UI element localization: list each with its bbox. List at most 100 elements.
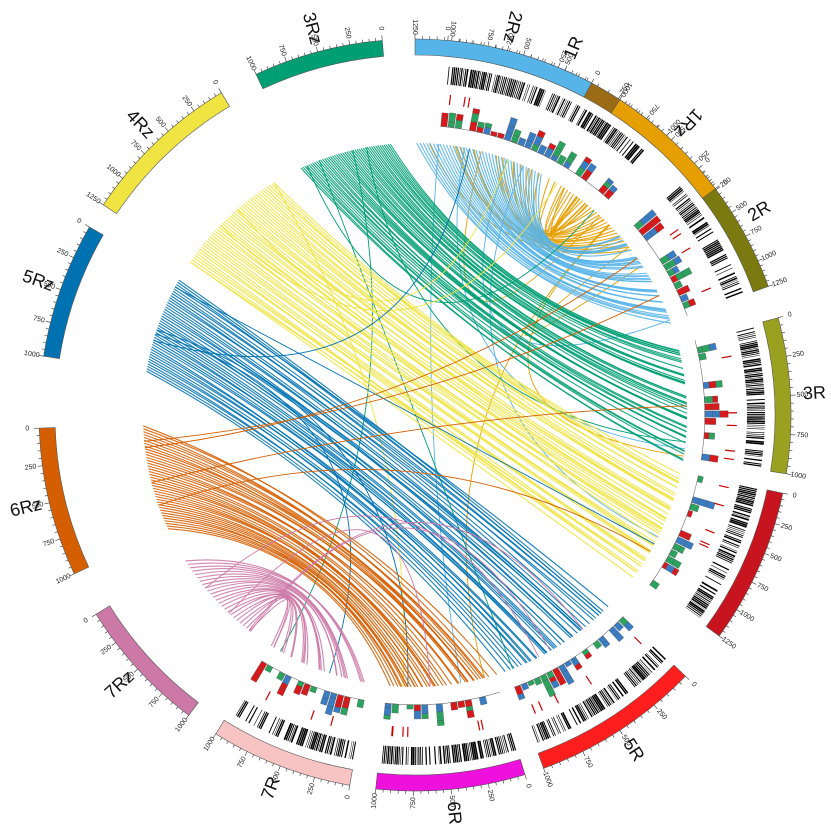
tick-mark xyxy=(661,700,663,702)
tick-label: 1000 xyxy=(105,163,122,178)
histogram-bin xyxy=(441,117,448,126)
tick-mark xyxy=(613,735,615,738)
tick-mark xyxy=(101,626,103,628)
marker-bar xyxy=(563,712,571,728)
marker-bar xyxy=(746,434,764,435)
marker-bar xyxy=(560,100,568,116)
tick-label: 750 xyxy=(410,797,417,809)
tick-mark xyxy=(510,779,511,782)
tick-label: 0 xyxy=(593,69,601,76)
tick-mark xyxy=(176,120,178,122)
tick-mark xyxy=(105,631,107,633)
tick-mark xyxy=(272,763,273,766)
marker-bar xyxy=(746,385,764,387)
tick-mark xyxy=(46,321,51,322)
tick-mark xyxy=(685,152,687,154)
marker-bar xyxy=(677,200,691,211)
tick-mark xyxy=(43,488,46,489)
tick-mark xyxy=(762,270,765,271)
tick-mark xyxy=(349,785,350,790)
tick-mark xyxy=(740,225,743,227)
marker-bar xyxy=(447,67,449,85)
histogram-bin xyxy=(521,683,529,691)
marker-bar xyxy=(746,390,764,391)
tick-label: 250 xyxy=(180,95,193,109)
histogram-bin xyxy=(705,411,713,417)
histogram-bin xyxy=(565,660,572,667)
tick-mark xyxy=(648,710,650,712)
histogram-bin xyxy=(340,707,348,715)
tick-mark xyxy=(68,263,71,264)
tick-mark xyxy=(165,127,168,131)
marker-bar xyxy=(746,442,764,443)
tick-mark xyxy=(502,46,503,49)
tick-mark xyxy=(53,302,56,303)
synteny-links xyxy=(143,143,687,687)
tick-label: 750 xyxy=(647,102,660,116)
tick-mark xyxy=(760,265,763,266)
marker-bar xyxy=(744,458,762,460)
tick-mark xyxy=(671,136,674,140)
chromosome-label-7rz: 7Rz xyxy=(101,666,138,702)
highlight-bar xyxy=(634,637,641,644)
tick-mark xyxy=(773,530,776,531)
tick-label: 0 xyxy=(792,492,797,500)
marker-bar xyxy=(624,673,635,687)
histogram-bin xyxy=(384,708,391,716)
tick-label: 0 xyxy=(344,795,352,800)
tick-mark xyxy=(349,40,350,45)
tick-mark xyxy=(757,571,760,572)
highlight-bar xyxy=(670,229,678,235)
tick-mark xyxy=(279,61,280,64)
histogram-bin xyxy=(705,404,711,410)
marker-bar xyxy=(719,549,735,556)
tick-mark xyxy=(746,593,749,594)
histogram-bin xyxy=(310,686,318,693)
ideogram-6rz xyxy=(39,428,89,574)
tick-label: 750 xyxy=(485,28,494,41)
tick-mark xyxy=(676,142,678,144)
tick-mark xyxy=(328,781,329,784)
tick-mark xyxy=(545,59,546,62)
histogram-bin xyxy=(709,455,718,463)
tick-mark xyxy=(77,244,80,245)
tick-mark xyxy=(43,342,46,343)
tick-mark xyxy=(298,55,299,58)
tick-mark xyxy=(125,171,127,173)
tick-mark xyxy=(784,340,787,341)
tick-mark xyxy=(738,220,741,222)
chromosome-label-4rz: 4Rz xyxy=(122,105,159,142)
highlight-bar xyxy=(481,720,483,730)
histogram-bin xyxy=(384,715,391,720)
tick-mark xyxy=(782,332,785,333)
tick-mark xyxy=(56,288,61,290)
tick-mark xyxy=(662,129,664,131)
tick-mark xyxy=(307,775,308,778)
tick-mark xyxy=(711,182,713,184)
tick-mark xyxy=(171,125,173,127)
tick-mark xyxy=(481,42,482,45)
highlight-bar xyxy=(311,710,314,719)
tick-mark xyxy=(266,761,267,764)
tick-mark xyxy=(777,518,780,519)
tick-mark xyxy=(732,210,736,213)
histogram-bin xyxy=(704,396,712,403)
tick-label: 500 xyxy=(522,37,532,50)
highlight-bar xyxy=(554,694,558,703)
tick-mark xyxy=(762,559,765,560)
tick-mark xyxy=(198,105,200,107)
marker-bar xyxy=(746,437,764,438)
tick-label: 750 xyxy=(277,44,288,57)
tick-label: 1000 xyxy=(541,771,553,788)
histogram-bin xyxy=(451,702,458,710)
tick-mark xyxy=(209,97,211,100)
marker-bar xyxy=(352,742,355,760)
tick-mark xyxy=(300,773,301,776)
tick-label: 1000 xyxy=(761,250,778,263)
histogram-bin xyxy=(467,710,475,718)
tick-mark xyxy=(171,702,173,704)
tick-mark xyxy=(335,783,336,786)
tick-label: 750 xyxy=(756,582,770,594)
histogram-bin xyxy=(414,705,420,711)
